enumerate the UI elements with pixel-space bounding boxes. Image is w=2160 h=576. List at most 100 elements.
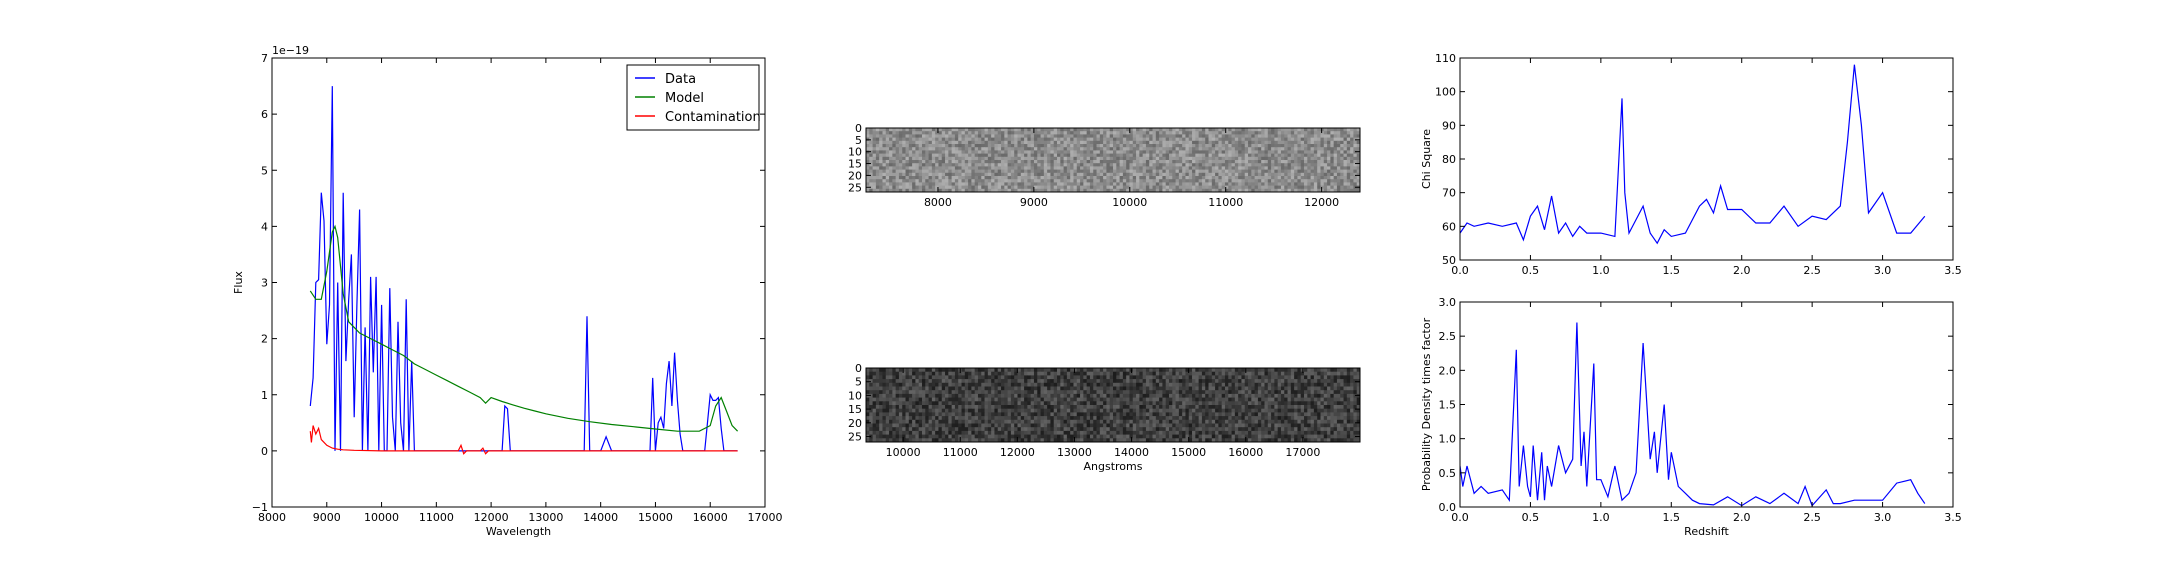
heatmap-cell (1205, 371, 1209, 376)
heatmap-cell (1248, 144, 1252, 148)
heatmap-cell (885, 179, 890, 183)
heatmap-cell (1307, 144, 1311, 148)
heatmap-cell (1336, 386, 1341, 391)
heatmap-cell (984, 166, 989, 170)
heatmap-cell (925, 185, 929, 190)
heatmap-cell (1020, 188, 1025, 193)
heatmap-cell (997, 375, 1002, 380)
heatmap-cell (931, 188, 936, 193)
heatmap-cell (984, 163, 989, 167)
heatmap-cell (921, 182, 926, 186)
heatmap-cell (991, 401, 995, 406)
heatmap-cell (908, 386, 913, 391)
heatmap-cell (1080, 160, 1084, 164)
heatmap-cell (1106, 131, 1111, 135)
heatmap-cell (1304, 153, 1308, 158)
heatmap-cell (1149, 144, 1153, 148)
heatmap-cell (1149, 163, 1153, 167)
y-tick-label: 10 (848, 146, 862, 159)
heatmap-cell (1083, 137, 1088, 142)
heatmap-cell (1122, 412, 1127, 417)
heatmap-cell (1136, 408, 1140, 413)
heatmap-cell (1076, 182, 1081, 186)
heatmap-cell (1053, 140, 1058, 145)
heatmap-cell (1040, 185, 1045, 190)
heatmap-cell (908, 134, 913, 138)
heatmap-cell (872, 386, 877, 391)
heatmap-cell (1221, 386, 1226, 391)
heatmap-cell (1327, 150, 1331, 154)
heatmap-cell (1201, 172, 1206, 177)
heatmap-cell (1043, 176, 1048, 180)
heatmap-cell (1030, 160, 1035, 164)
heatmap-cell (938, 144, 943, 148)
heatmap-cell (941, 397, 946, 402)
heatmap-cell (1340, 386, 1344, 391)
heatmap-cell (925, 412, 929, 417)
heatmap-cell (1080, 179, 1084, 183)
heatmap-cell (1307, 163, 1311, 167)
heatmap-cell (1001, 131, 1005, 135)
heatmap-cell (1142, 375, 1147, 380)
heatmap-cell (1103, 382, 1107, 387)
heatmap-cell (918, 153, 923, 158)
heatmap-cell (1162, 382, 1167, 387)
heatmap-cell (1330, 185, 1335, 190)
heatmap-cell (1241, 368, 1246, 373)
heatmap-cell (1155, 393, 1160, 398)
heatmap-cell (1040, 169, 1045, 174)
heatmap-cell (1261, 150, 1265, 154)
heatmap-cell (984, 368, 989, 373)
heatmap-cell (1261, 390, 1265, 395)
heatmap-cell (1024, 185, 1028, 190)
heatmap-cell (1053, 166, 1058, 170)
heatmap-cell (885, 134, 890, 138)
heatmap-cell (1182, 375, 1186, 380)
heatmap-cell (964, 386, 969, 391)
heatmap-cell (1119, 172, 1124, 177)
heatmap-cell (885, 160, 890, 164)
heatmap-cell (1083, 179, 1088, 183)
heatmap-cell (912, 188, 916, 193)
heatmap-cell (1185, 185, 1190, 190)
heatmap-cell (882, 390, 887, 395)
heatmap-cell (1254, 137, 1259, 142)
heatmap-cell (1149, 147, 1153, 151)
heatmap-cell (1205, 131, 1209, 135)
heatmap-cell (1139, 379, 1144, 384)
heatmap-cell (948, 401, 953, 406)
heatmap-cell (1287, 401, 1292, 406)
heatmap-cell (869, 160, 873, 164)
heatmap-cell (974, 397, 979, 402)
heatmap-cell (882, 166, 887, 170)
heatmap-cell (1066, 169, 1071, 174)
x-tick-label: 14000 (583, 511, 618, 524)
heatmap-cell (1136, 134, 1140, 138)
heatmap-cell (912, 137, 916, 142)
heatmap-cell (1093, 144, 1097, 148)
heatmap-cell (1284, 185, 1288, 190)
heatmap-cell (1228, 137, 1232, 142)
heatmap-cell (918, 393, 923, 398)
heatmap-cell (1162, 169, 1167, 174)
heatmap-cell (872, 182, 877, 186)
heatmap-cell (1033, 176, 1038, 180)
heatmap-cell (879, 169, 883, 174)
heatmap-cell (1346, 390, 1351, 395)
heatmap-cell (1119, 179, 1124, 183)
heatmap-cell (1284, 390, 1288, 395)
heatmap-cell (902, 397, 906, 402)
heatmap-cell (994, 397, 999, 402)
heatmap-cell (1004, 408, 1009, 413)
heatmap-cell (1057, 160, 1061, 164)
heatmap-cell (977, 134, 982, 138)
heatmap-cell (941, 382, 946, 387)
heatmap-cell (1168, 131, 1173, 135)
heatmap-cell (954, 137, 959, 142)
heatmap-cell (1033, 408, 1038, 413)
heatmap-cell (958, 144, 962, 148)
heatmap-cell (1103, 397, 1107, 402)
heatmap-cell (1126, 379, 1130, 384)
heatmap-cell (1350, 401, 1354, 406)
heatmap-cell (984, 134, 989, 138)
